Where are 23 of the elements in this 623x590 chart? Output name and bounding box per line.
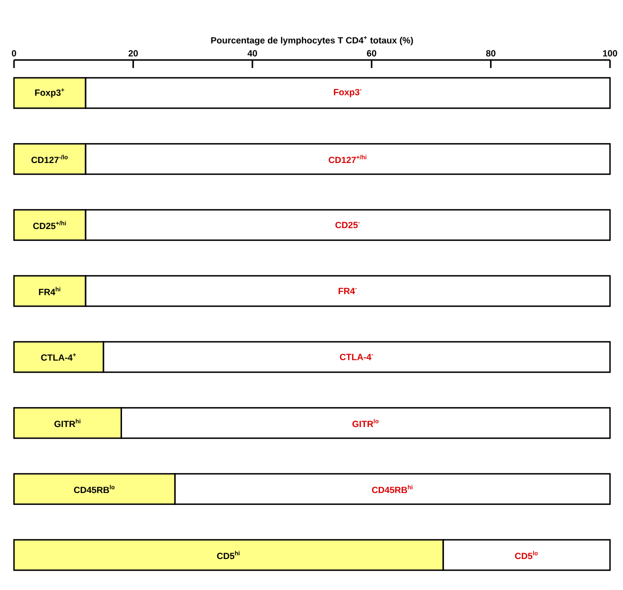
- data-label: CD45RB$^{hi}$: [372, 484, 412, 494]
- x-tick-label: 40: [248, 50, 258, 56]
- data-label: Foxp3$^{-}$: [334, 88, 362, 98]
- x-tick-label: 100: [603, 50, 618, 56]
- data-label: CD25$^{+/hi}$: [33, 220, 66, 230]
- data-label: CTLA-4$^{-}$: [340, 354, 374, 360]
- data-label: FR4$^{-}$: [338, 288, 357, 294]
- data-label: CD45RB$^{lo}$: [74, 484, 115, 494]
- data-label: CTLA-4$^{+}$: [41, 353, 76, 361]
- data-label: Foxp3$^{+}$: [35, 88, 64, 98]
- data-label: GITR$^{hi}$: [54, 418, 80, 428]
- x-axis-title: Pourcentage de lymphocytes T CD4$^{+}$ totaux (%): [211, 36, 413, 46]
- data-label: CD5$^{hi}$: [217, 550, 240, 560]
- data-label: CD5$^{lo}$: [515, 550, 538, 560]
- data-label: FR4$^{hi}$: [38, 286, 60, 296]
- data-label: CD127$^{+/hi}$: [328, 154, 366, 164]
- data-label: CD25$^{-}$: [335, 222, 360, 228]
- data-label: GITR$^{lo}$: [352, 418, 379, 428]
- x-tick-label: 0: [12, 50, 16, 56]
- data-label: CD127$^{-/lo}$: [31, 154, 68, 164]
- x-tick-label: 20: [128, 50, 138, 56]
- x-tick-label: 80: [486, 50, 496, 56]
- x-tick-label: 60: [366, 50, 376, 56]
